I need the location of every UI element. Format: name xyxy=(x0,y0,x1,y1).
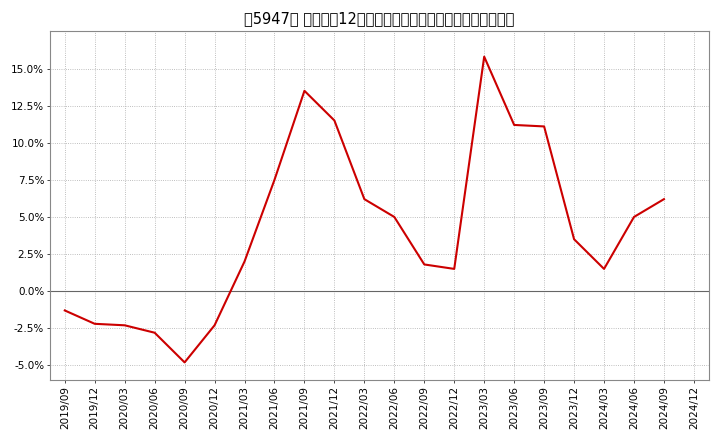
Title: ［5947］ 売上高の12か月移動合計の対前年同期増減率の推移: ［5947］ 売上高の12か月移動合計の対前年同期増減率の推移 xyxy=(244,11,515,26)
